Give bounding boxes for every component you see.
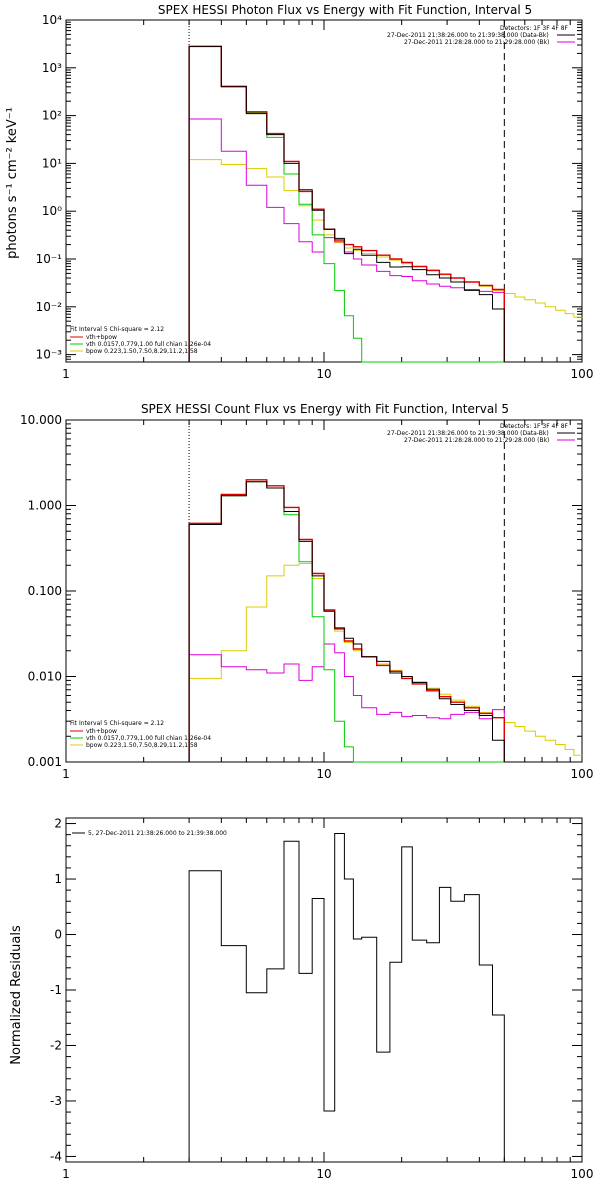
legend-vth-label: vth 0.0157,0.779,1.00 full chian 1.26e-0… — [86, 341, 211, 348]
total-spectrum-line — [188, 479, 505, 762]
background-spectrum-line — [188, 118, 505, 362]
y-tick-label: 0.100 — [28, 584, 62, 598]
x-tick-label: 1 — [62, 367, 70, 381]
background-spectrum-line — [188, 643, 505, 762]
legend-detectors: Detectors: 1F 3F 4F 8F — [500, 25, 569, 32]
y-tick-label: 2 — [54, 817, 62, 831]
y-tick-label: 10² — [42, 109, 62, 123]
total-spectrum-line — [188, 45, 505, 362]
photon-flux-title: SPEX HESSI Photon Flux vs Energy with Fi… — [158, 3, 532, 17]
legend-data-interval-2: 27-Dec-2011 21:38:26.000 to 21:39:38.000… — [387, 430, 549, 437]
y-tick-label: 10³ — [42, 61, 62, 75]
residuals-y-label: Normalized Residuals — [9, 925, 24, 1065]
legend-total-label: vth+bpow — [86, 334, 117, 341]
y-tick-label: -2 — [50, 1038, 62, 1052]
observed-spectrum-line — [188, 833, 505, 1162]
count-flux-legend-left: Fit Interval 5 Chi-square = 2.12 vth+bpo… — [70, 720, 211, 749]
y-tick-label: 0.001 — [28, 755, 62, 769]
y-tick-label: 10¹ — [42, 156, 62, 170]
residuals-legend: 5, 27-Dec-2011 21:38:26.000 to 21:39:38.… — [72, 830, 227, 837]
photon-flux-legend-left: Fit Interval 5 Chi-square = 2.12 vth+bpo… — [70, 326, 211, 355]
bpow-spectrum-line — [188, 159, 505, 362]
y-tick-label: 10⁴ — [42, 13, 62, 27]
y-tick-label: 10⁻³ — [36, 348, 63, 362]
photon-flux-legend-right: Detectors: 1F 3F 4F 8F 27-Dec-2011 21:38… — [387, 25, 575, 46]
observed-spectrum-line — [188, 481, 505, 762]
bpow-extension-line — [504, 293, 582, 318]
legend-fit-interval-2: Fit Interval 5 Chi-square = 2.12 — [70, 720, 164, 727]
y-tick-label: 0.010 — [28, 670, 62, 684]
y-tick-label: 1.000 — [28, 499, 62, 513]
residuals-legend-label: 5, 27-Dec-2011 21:38:26.000 to 21:39:38.… — [88, 830, 227, 837]
y-tick-label: 1 — [54, 872, 62, 886]
legend-bpow-label-2: bpow 0.223,1.50,7.50,8.29,11.2,1.58 — [86, 742, 198, 749]
photon-flux-y-label: photons s⁻¹ cm⁻² keV⁻¹ — [5, 107, 20, 259]
y-tick-label: 10⁻² — [36, 300, 63, 314]
y-tick-label: 10⁻¹ — [36, 252, 63, 266]
observed-spectrum-line — [188, 45, 505, 362]
y-tick-label: 0 — [54, 928, 62, 942]
legend-vth-label-2: vth 0.0157,0.779,1.00 full chian 1.26e-0… — [86, 735, 211, 742]
legend-fit-interval: Fit Interval 5 Chi-square = 2.12 — [70, 326, 164, 333]
legend-detectors-2: Detectors: 1F 3F 4F 8F — [500, 423, 569, 430]
count-flux-legend-right: Detectors: 1F 3F 4F 8F 27-Dec-2011 21:38… — [387, 423, 575, 444]
legend-bpow-label: bpow 0.223,1.50,7.50,8.29,11.2,1.58 — [86, 348, 198, 355]
x-tick-label: 100 — [571, 767, 594, 781]
x-tick-label: 10 — [316, 767, 331, 781]
bpow-extension-line — [504, 722, 582, 756]
y-tick-label: -1 — [50, 983, 62, 997]
legend-bk-interval: 27-Dec-2011 21:28:28.000 to 21:29:28.000… — [404, 39, 549, 46]
x-tick-label: 1 — [62, 1167, 70, 1181]
y-tick-label: 10⁰ — [42, 204, 62, 218]
photon-flux-panel: SPEX HESSI Photon Flux vs Energy with Fi… — [5, 3, 593, 381]
bpow-spectrum-line — [188, 563, 505, 762]
y-tick-label: 10.000 — [20, 413, 62, 427]
x-tick-label: 10 — [316, 367, 331, 381]
vth-spectrum-line — [188, 481, 505, 763]
legend-data-interval: 27-Dec-2011 21:38:26.000 to 21:39:38.000… — [387, 32, 549, 39]
y-tick-label: -3 — [50, 1094, 62, 1108]
x-tick-label: 10 — [316, 1167, 331, 1181]
x-tick-label: 100 — [571, 367, 594, 381]
legend-total-label-2: vth+bpow — [86, 728, 117, 735]
count-flux-title: SPEX HESSI Count Flux vs Energy with Fit… — [141, 402, 509, 416]
y-tick-label: -4 — [50, 1149, 62, 1163]
residuals-panel: Normalized Residuals 1 10 100 -4 -3 -2 -1 0 1 2 5… — [9, 817, 593, 1181]
x-tick-label: 100 — [571, 1167, 594, 1181]
legend-bk-interval-2: 27-Dec-2011 21:28:28.000 to 21:29:28.000… — [404, 437, 549, 444]
x-tick-label: 1 — [62, 767, 70, 781]
vth-spectrum-line — [188, 45, 505, 363]
count-flux-panel: SPEX HESSI Count Flux vs Energy with Fit… — [20, 402, 593, 781]
